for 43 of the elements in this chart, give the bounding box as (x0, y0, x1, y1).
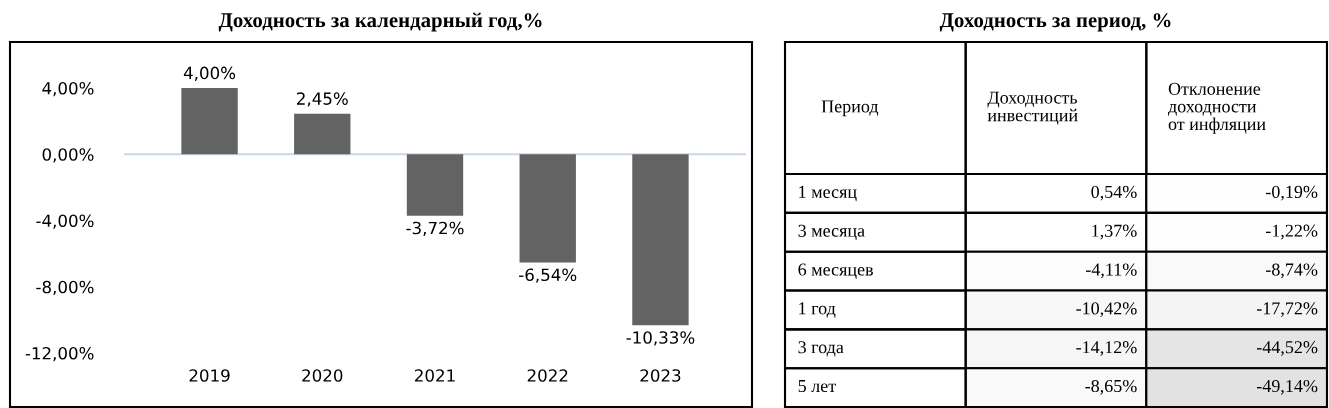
bar (406, 154, 464, 216)
bar (294, 113, 351, 155)
data-label: -44,52% (1256, 341, 1318, 356)
data-label: 2,45% (297, 92, 348, 107)
data-label: 0,54% (1091, 185, 1137, 201)
y-tick-label: 0,00% (42, 148, 94, 163)
x-tick-label: 2019 (189, 369, 230, 382)
y-tick-label: -8,00% (36, 280, 94, 296)
y-tick-label: 5 лет (798, 380, 836, 393)
data-label: -49,14% (1256, 379, 1318, 395)
y-tick-label: -4,00% (36, 214, 94, 229)
y-tick-label: 4,00% (42, 81, 94, 97)
bar (519, 154, 576, 263)
data-label: -1,22% (1265, 224, 1318, 240)
x-tick-label: 2021 (415, 369, 455, 382)
data-label: -3,72% (406, 221, 464, 237)
bar (632, 154, 689, 326)
data-label: -4,11% (1086, 263, 1137, 279)
y-tick-label: -12,00% (25, 346, 94, 362)
data-label: -0,19% (1265, 185, 1318, 201)
bar (181, 88, 238, 155)
x-tick-label: 2023 (640, 369, 681, 382)
data-label: 1,37% (1092, 224, 1137, 240)
y-tick-label: 1 месяц (799, 185, 857, 202)
x-tick-label: 2020 (302, 369, 343, 382)
x-tick-label: 2022 (527, 369, 568, 382)
y-axis-title: Период (821, 100, 879, 117)
data-label: -8,65% (1085, 379, 1137, 395)
data-label: -10,42% (1076, 302, 1137, 318)
data-label: -10,33% (626, 331, 695, 346)
chart-title: Доходность за календарный год,% (218, 12, 542, 32)
chart-title: Доходность за период, % (939, 13, 1171, 32)
x-tick-label: Отклонение доходности от инфляции (1168, 82, 1266, 134)
y-tick-label: 1 год (799, 302, 836, 318)
data-label: -6,54% (519, 268, 577, 283)
data-label: -8,74% (1265, 263, 1318, 279)
y-tick-label: 3 года (798, 341, 844, 357)
y-tick-label: 3 месяца (798, 224, 865, 241)
data-label: -17,72% (1256, 302, 1318, 318)
data-label: 4,00% (183, 66, 236, 81)
y-tick-label: 6 месяцев (798, 263, 873, 279)
data-label: -14,12% (1076, 341, 1137, 356)
x-tick-label: Доходность инвестиций (987, 91, 1078, 125)
